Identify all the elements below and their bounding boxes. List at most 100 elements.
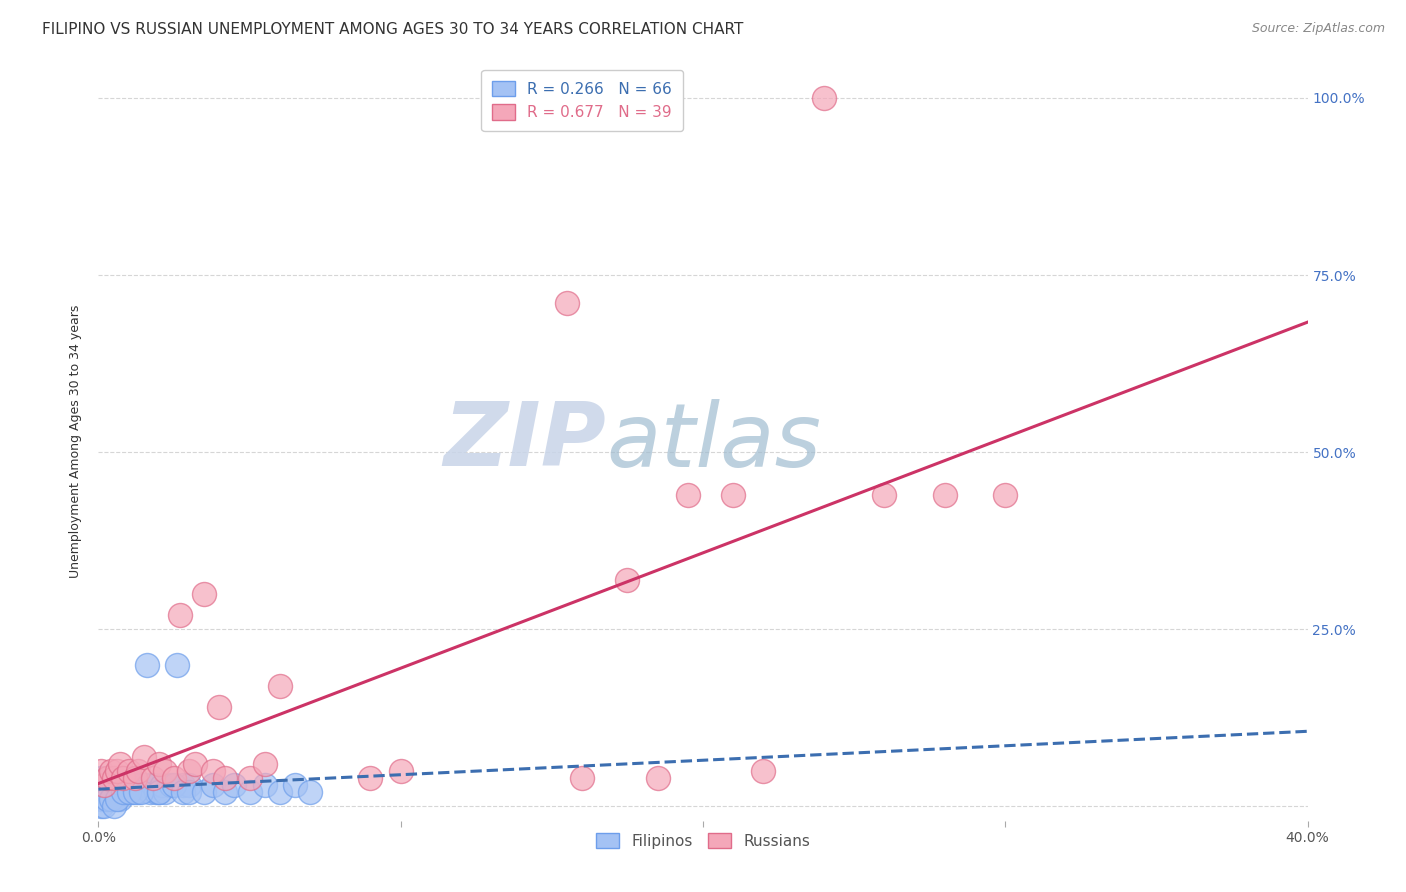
Point bbox=[108, 778, 131, 792]
Point bbox=[96, 792, 118, 806]
Text: ZIP: ZIP bbox=[443, 398, 606, 485]
Point bbox=[389, 764, 412, 778]
Point bbox=[160, 778, 183, 792]
Point bbox=[193, 785, 215, 799]
Point bbox=[647, 771, 669, 785]
Point bbox=[360, 771, 382, 785]
Point bbox=[108, 756, 131, 771]
Point bbox=[132, 750, 155, 764]
Point bbox=[93, 778, 115, 792]
Point bbox=[96, 771, 118, 785]
Point bbox=[124, 785, 146, 799]
Point bbox=[103, 792, 125, 806]
Text: Source: ZipAtlas.com: Source: ZipAtlas.com bbox=[1251, 22, 1385, 36]
Point bbox=[150, 778, 173, 792]
Point bbox=[132, 778, 155, 792]
Point bbox=[118, 764, 141, 778]
Point bbox=[103, 785, 125, 799]
Point bbox=[105, 764, 128, 778]
Point bbox=[105, 792, 128, 806]
Point bbox=[111, 785, 134, 799]
Point bbox=[873, 488, 896, 502]
Point bbox=[93, 778, 115, 792]
Point bbox=[163, 771, 186, 785]
Point bbox=[118, 785, 141, 799]
Point bbox=[723, 488, 745, 502]
Point bbox=[93, 799, 115, 814]
Point bbox=[214, 785, 236, 799]
Point bbox=[179, 778, 201, 792]
Point bbox=[124, 771, 146, 785]
Point bbox=[118, 771, 141, 785]
Point bbox=[184, 756, 207, 771]
Point bbox=[224, 778, 246, 792]
Point bbox=[299, 785, 322, 799]
Point bbox=[114, 778, 136, 792]
Point bbox=[90, 792, 112, 806]
Point bbox=[96, 785, 118, 799]
Point bbox=[103, 778, 125, 792]
Point bbox=[214, 771, 236, 785]
Point bbox=[105, 785, 128, 799]
Point bbox=[135, 778, 157, 792]
Point bbox=[179, 764, 201, 778]
Point bbox=[142, 771, 165, 785]
Point bbox=[253, 756, 276, 771]
Point bbox=[96, 792, 118, 806]
Point bbox=[202, 764, 225, 778]
Point bbox=[179, 785, 201, 799]
Point bbox=[93, 792, 115, 806]
Point bbox=[90, 799, 112, 814]
Point bbox=[253, 778, 276, 792]
Point bbox=[813, 91, 835, 105]
Point bbox=[111, 771, 134, 785]
Point bbox=[163, 778, 186, 792]
Point bbox=[239, 771, 262, 785]
Point bbox=[193, 587, 215, 601]
Point bbox=[124, 778, 146, 792]
Point bbox=[93, 785, 115, 799]
Point bbox=[121, 785, 143, 799]
Point bbox=[208, 700, 231, 714]
Point bbox=[166, 657, 188, 672]
Point bbox=[148, 785, 170, 799]
Point bbox=[139, 785, 162, 799]
Point bbox=[239, 785, 262, 799]
Point bbox=[284, 778, 307, 792]
Point bbox=[148, 785, 170, 799]
Point bbox=[111, 785, 134, 799]
Point bbox=[111, 771, 134, 785]
Point bbox=[145, 785, 167, 799]
Point bbox=[127, 764, 149, 778]
Point bbox=[129, 778, 152, 792]
Point bbox=[100, 778, 122, 792]
Point bbox=[616, 573, 638, 587]
Point bbox=[934, 488, 956, 502]
Point bbox=[571, 771, 593, 785]
Point bbox=[90, 785, 112, 799]
Point bbox=[121, 778, 143, 792]
Point bbox=[103, 771, 125, 785]
Point bbox=[90, 771, 112, 785]
Point bbox=[555, 296, 578, 310]
Point bbox=[202, 778, 225, 792]
Point bbox=[172, 778, 194, 792]
Point bbox=[676, 488, 699, 502]
Point bbox=[127, 785, 149, 799]
Point bbox=[752, 764, 775, 778]
Text: atlas: atlas bbox=[606, 399, 821, 484]
Point bbox=[142, 778, 165, 792]
Point bbox=[108, 792, 131, 806]
Point bbox=[129, 785, 152, 799]
Text: FILIPINO VS RUSSIAN UNEMPLOYMENT AMONG AGES 30 TO 34 YEARS CORRELATION CHART: FILIPINO VS RUSSIAN UNEMPLOYMENT AMONG A… bbox=[42, 22, 744, 37]
Point bbox=[148, 756, 170, 771]
Point bbox=[118, 785, 141, 799]
Point bbox=[269, 785, 291, 799]
Point bbox=[105, 778, 128, 792]
Y-axis label: Unemployment Among Ages 30 to 34 years: Unemployment Among Ages 30 to 34 years bbox=[69, 305, 83, 578]
Point bbox=[96, 771, 118, 785]
Point bbox=[100, 792, 122, 806]
Point bbox=[269, 679, 291, 693]
Point bbox=[153, 764, 176, 778]
Point bbox=[172, 785, 194, 799]
